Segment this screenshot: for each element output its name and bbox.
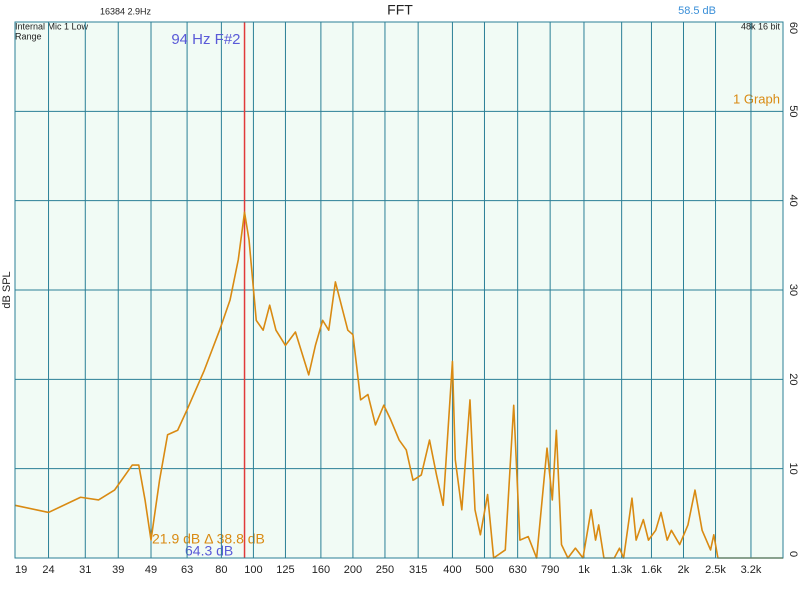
x-tick-label: 39 [112,564,124,576]
chart-title: FFT [387,2,413,18]
spectrum-line [14,211,783,559]
x-tick-label: 1k [578,564,590,576]
x-tick-label: 400 [443,564,461,576]
plot-frame [14,21,784,559]
device-line: Range [15,31,42,41]
y-tick-label: 10 [787,463,799,475]
x-tick-label: 2.5k [705,564,726,576]
device-line: Internal Mic 1 Low [15,21,89,31]
y-tick-label: 40 [787,195,799,207]
y-tick-label: 0 [787,551,799,557]
y-tick-label: 30 [787,284,799,296]
x-tick-label: 1.3k [611,564,632,576]
marks [14,22,783,559]
fft-info: 16384 2.9Hz [100,6,152,16]
x-tick-label: 125 [276,564,294,576]
x-tick-label: 80 [215,564,227,576]
x-tick-label: 63 [181,564,193,576]
y-tick-label: 50 [787,105,799,117]
x-tick-label: 630 [508,564,526,576]
format-info: 48k 16 bit [741,21,781,31]
x-tick-label: 19 [15,564,27,576]
graph-count[interactable]: 1 Graph [733,91,780,106]
delta-readout: 21.9 dB Δ 38.8 dB [152,531,265,547]
x-tick-label: 100 [244,564,262,576]
x-tick-label: 315 [409,564,427,576]
x-tick-label: 1.6k [641,564,662,576]
x-tick-label: 160 [312,564,330,576]
y-tick-label: 60 [787,22,799,34]
x-tick-label: 790 [541,564,559,576]
x-tick-label: 250 [376,564,394,576]
level-readout: 64.3 dB [185,543,233,559]
x-tick-label: 500 [475,564,493,576]
cursor-label: 94 Hz F#2 [171,31,240,48]
x-tick-label: 24 [42,564,54,576]
y-axis-label: dB SPL [1,271,13,308]
x-tick-label: 2k [678,564,690,576]
x-tick-label: 31 [79,564,91,576]
x-tick-label: 3.2k [741,564,762,576]
y-tick-label: 20 [787,373,799,385]
level-readout: 58.5 dB [678,5,716,17]
x-tick-label: 49 [145,564,157,576]
x-tick-label: 200 [344,564,362,576]
